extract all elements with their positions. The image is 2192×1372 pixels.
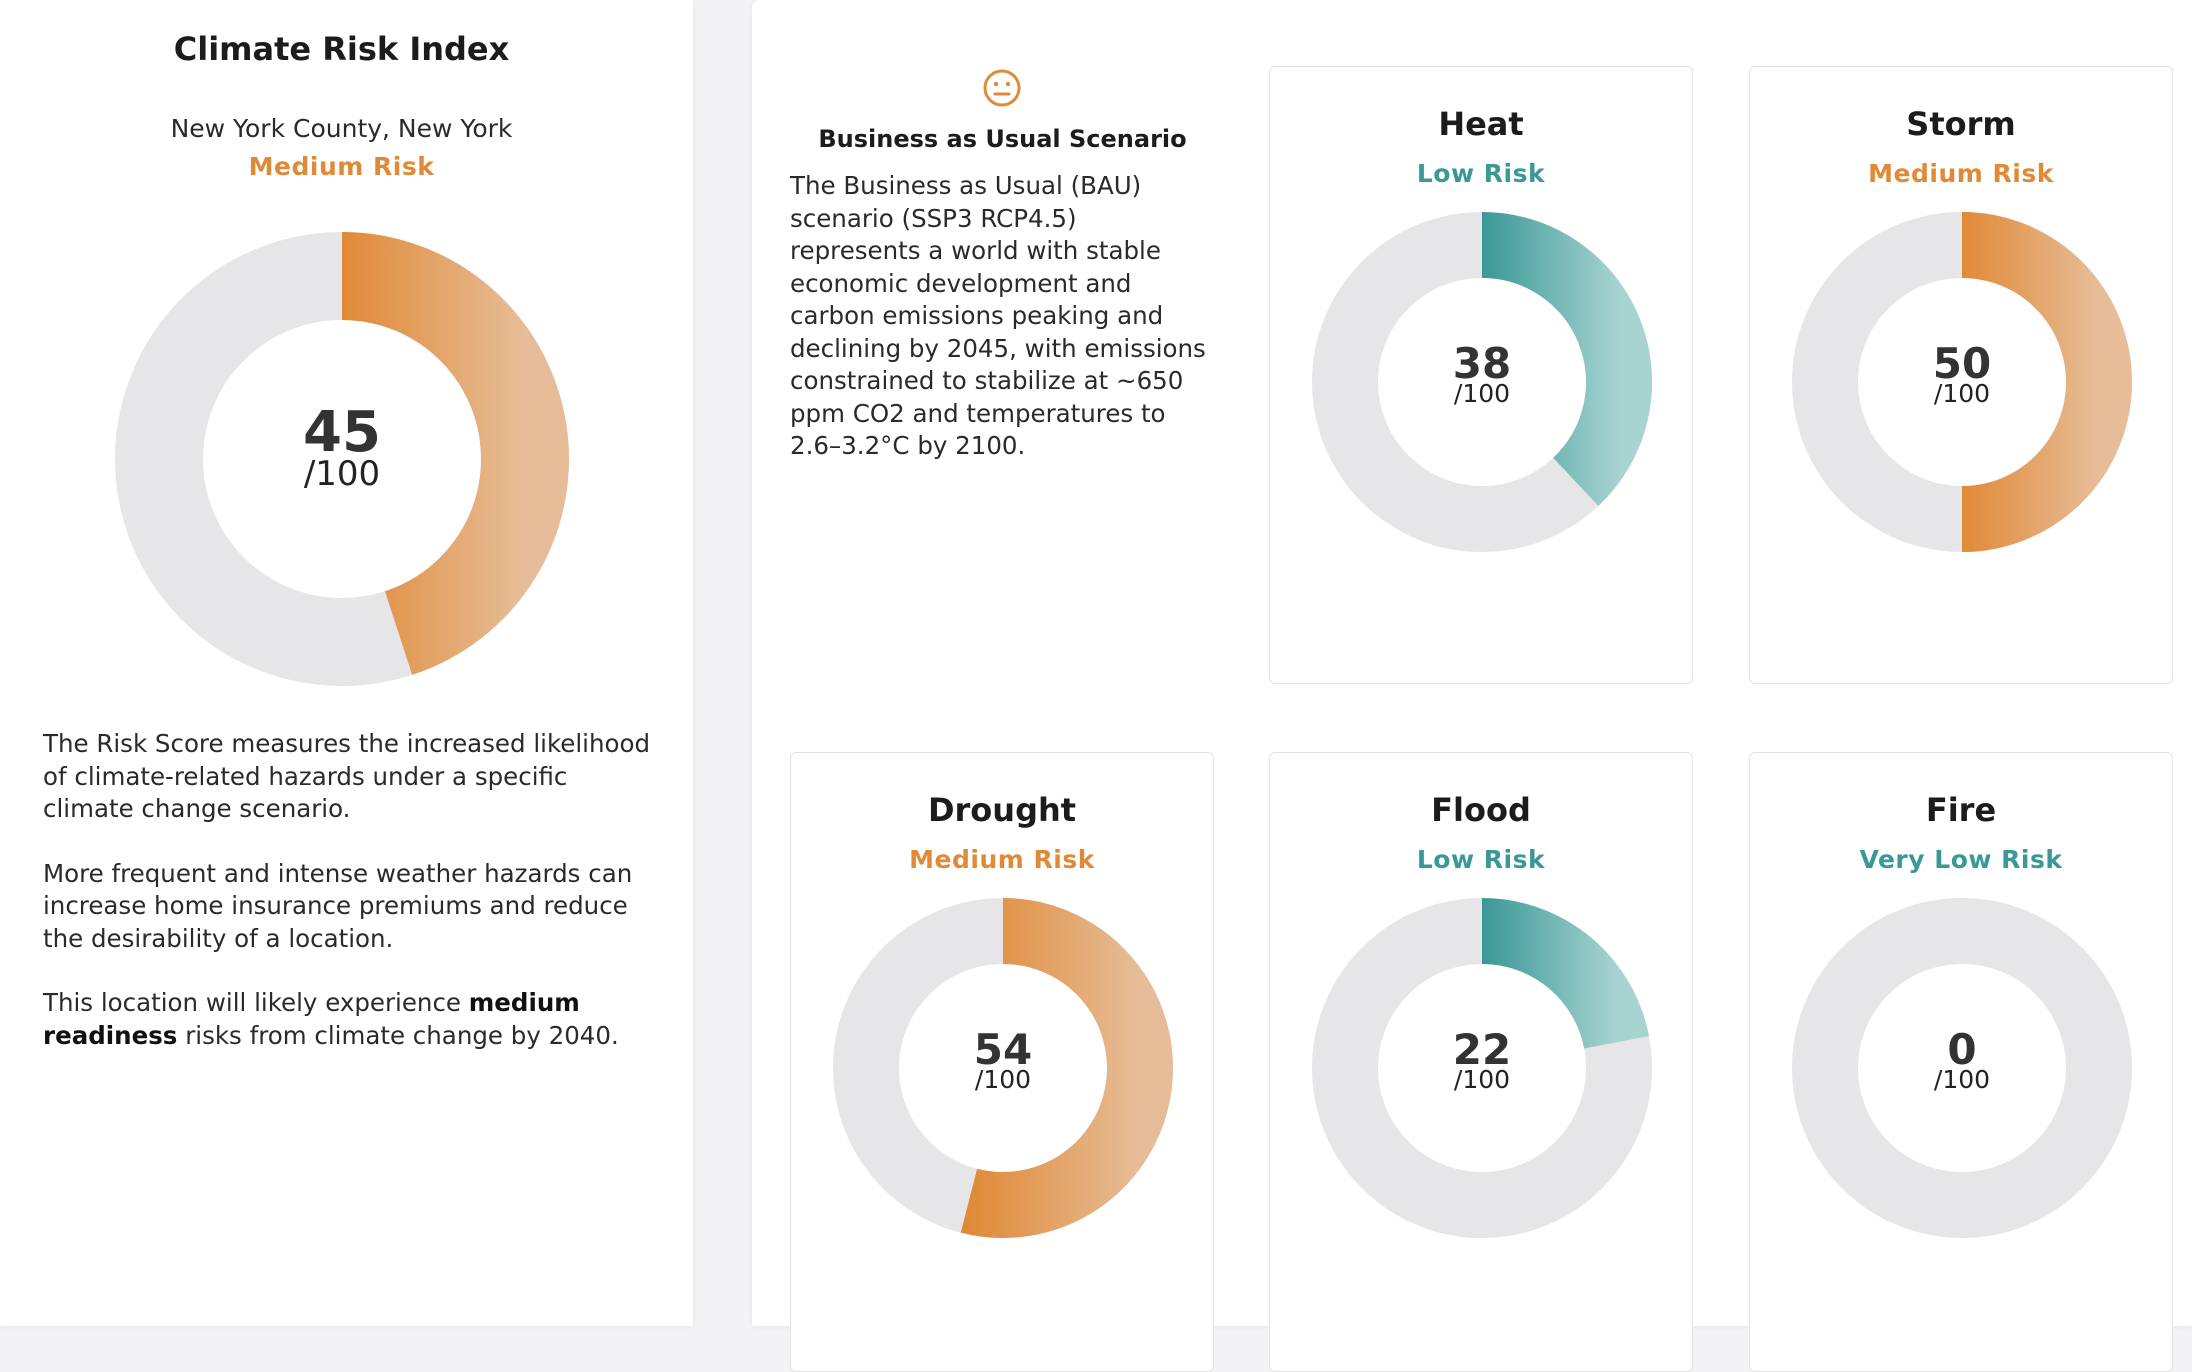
- hazard-title: Drought: [927, 791, 1077, 829]
- hazard-title: Storm: [1906, 105, 2016, 143]
- donut-score-denominator: /100: [1934, 379, 1990, 408]
- donut-score-arc: [960, 898, 1173, 1238]
- donut-score-denominator: /100: [1454, 1065, 1510, 1094]
- hazard-risk-label: Low Risk: [1416, 159, 1546, 188]
- risk-description: The Risk Score measures the increased li…: [43, 728, 663, 1084]
- description-paragraph: This location will likely experience med…: [43, 988, 619, 1050]
- hazard-title: Fire: [1925, 791, 1997, 829]
- overall-risk-panel: Climate Risk Index New York County, New …: [0, 0, 693, 1326]
- donut-score-value: 50: [1933, 339, 1991, 388]
- heat-risk-donut: 38/100: [1312, 212, 1652, 552]
- hazard-card-drought[interactable]: Drought Medium Risk 54/100: [790, 752, 1214, 1372]
- flood-risk-donut: 22/100: [1312, 898, 1652, 1238]
- hazard-risk-label: Low Risk: [1416, 845, 1546, 874]
- hazard-title: Flood: [1431, 791, 1531, 829]
- donut-score-value: 38: [1453, 339, 1511, 388]
- neutral-face-icon: [983, 69, 1021, 107]
- donut-score-value: 45: [303, 400, 381, 465]
- donut-score-value: 22: [1453, 1025, 1511, 1074]
- overall-risk-donut: 45/100: [115, 232, 569, 686]
- panel-title: Climate Risk Index: [173, 30, 510, 68]
- donut-score-arc: [1481, 212, 1652, 506]
- donut-score-value: 0: [1947, 1025, 1976, 1074]
- overall-risk-label: Medium Risk: [248, 152, 435, 181]
- donut-score-arc: [1481, 898, 1649, 1050]
- hazard-card-flood[interactable]: Flood Low Risk 22/100: [1269, 752, 1693, 1372]
- hazard-card-fire[interactable]: Fire Very Low Risk 0/100: [1749, 752, 2173, 1372]
- hazard-risk-label: Medium Risk: [1868, 159, 2054, 188]
- hazard-title: Heat: [1438, 105, 1524, 143]
- donut-score-arc: [1961, 212, 2132, 552]
- hazard-risk-label: Medium Risk: [909, 845, 1095, 874]
- storm-risk-donut: 50/100: [1792, 212, 2132, 552]
- donut-score-arc: [341, 232, 569, 675]
- readiness-level: medium readiness: [43, 988, 580, 1050]
- donut-score-value: 54: [974, 1025, 1032, 1074]
- hazard-card-heat[interactable]: Heat Low Risk 38/100: [1269, 66, 1693, 684]
- donut-score-denominator: /100: [1454, 379, 1510, 408]
- hazard-risk-label: Very Low Risk: [1859, 845, 2063, 874]
- location-label: New York County, New York: [170, 114, 513, 143]
- scenario-title: Business as Usual Scenario: [818, 125, 1187, 153]
- hazard-card-storm[interactable]: Storm Medium Risk 50/100: [1749, 66, 2173, 684]
- description-paragraph: The Risk Score measures the increased li…: [43, 729, 651, 823]
- description-paragraph: More frequent and intense weather hazard…: [43, 858, 633, 953]
- donut-score-denominator: /100: [1934, 1065, 1990, 1094]
- donut-score-denominator: /100: [975, 1065, 1031, 1094]
- fire-risk-donut: 0/100: [1792, 898, 2132, 1238]
- drought-risk-donut: 54/100: [833, 898, 1173, 1238]
- scenario-description: The Business as Usual (BAU) scenario (SS…: [790, 171, 1206, 460]
- donut-score-denominator: /100: [304, 454, 380, 494]
- donut-track: [1792, 898, 2132, 1238]
